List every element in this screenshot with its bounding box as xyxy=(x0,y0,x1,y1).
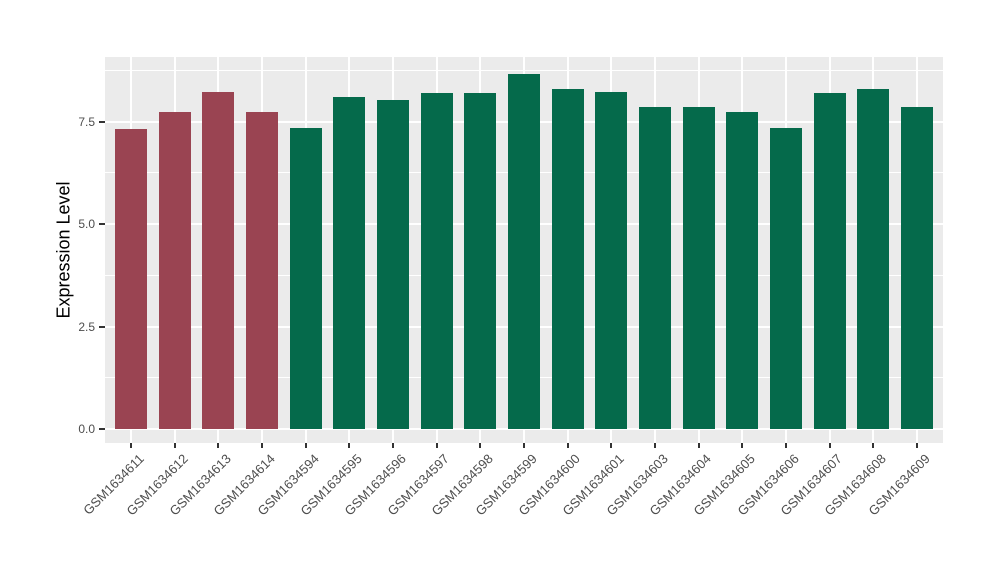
y-axis-tick xyxy=(99,428,105,431)
x-axis-tick xyxy=(610,443,613,448)
y-tick-label: 5.0 xyxy=(78,217,95,232)
x-axis-tick xyxy=(173,443,176,448)
x-axis-tick xyxy=(348,443,351,448)
bar xyxy=(377,100,410,430)
y-axis-tick xyxy=(99,120,105,123)
bar xyxy=(638,106,671,430)
bar xyxy=(420,93,453,430)
y-axis-tick xyxy=(99,325,105,328)
bar xyxy=(289,127,322,430)
x-axis-tick xyxy=(479,443,482,448)
bar xyxy=(202,91,235,430)
x-axis-tick xyxy=(828,443,831,448)
bar xyxy=(158,112,191,430)
bar xyxy=(333,97,366,430)
x-axis-tick xyxy=(435,443,438,448)
bar xyxy=(508,73,540,430)
x-axis-tick xyxy=(915,443,918,448)
y-tick-label: 7.5 xyxy=(78,114,95,129)
bar xyxy=(726,111,759,430)
y-tick-label: 2.5 xyxy=(78,319,95,334)
x-axis-tick xyxy=(566,443,569,448)
x-axis-tick xyxy=(217,443,220,448)
plot-panel xyxy=(105,57,943,443)
bar xyxy=(857,88,890,430)
bar xyxy=(813,93,846,430)
x-axis-tick xyxy=(304,443,307,448)
bar xyxy=(464,93,497,430)
x-axis-tick xyxy=(872,443,875,448)
y-axis-title: Expression Level xyxy=(53,181,74,319)
x-axis-tick xyxy=(653,443,656,448)
bar xyxy=(115,129,148,430)
bar xyxy=(246,112,279,430)
x-axis-tick xyxy=(741,443,744,448)
x-axis-tick xyxy=(392,443,395,448)
y-axis-tick xyxy=(99,223,105,226)
x-axis-tick xyxy=(784,443,787,448)
bar xyxy=(682,106,715,430)
x-axis-tick xyxy=(130,443,133,448)
bar xyxy=(900,106,933,430)
y-tick-label: 0.0 xyxy=(78,422,95,437)
bar xyxy=(769,127,802,430)
bar xyxy=(551,88,584,430)
x-axis-tick xyxy=(261,443,264,448)
x-axis-tick xyxy=(697,443,700,448)
x-axis-tick xyxy=(523,443,525,448)
bar xyxy=(595,91,628,430)
